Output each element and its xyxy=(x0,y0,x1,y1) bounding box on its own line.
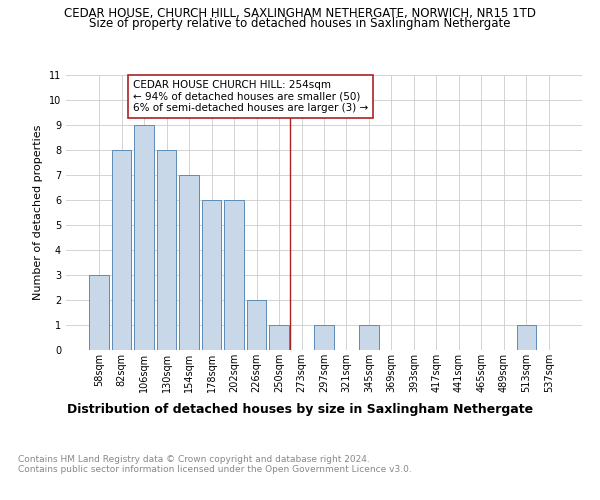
Bar xyxy=(517,325,536,350)
Bar xyxy=(179,175,199,350)
Text: Distribution of detached houses by size in Saxlingham Nethergate: Distribution of detached houses by size … xyxy=(67,402,533,415)
Bar xyxy=(314,325,334,350)
Bar xyxy=(202,200,221,350)
Bar xyxy=(269,325,289,350)
Bar xyxy=(224,200,244,350)
Bar xyxy=(134,125,154,350)
Text: Size of property relative to detached houses in Saxlingham Nethergate: Size of property relative to detached ho… xyxy=(89,18,511,30)
Bar xyxy=(359,325,379,350)
Bar xyxy=(157,150,176,350)
Y-axis label: Number of detached properties: Number of detached properties xyxy=(34,125,43,300)
Bar xyxy=(112,150,131,350)
Text: Contains HM Land Registry data © Crown copyright and database right 2024.
Contai: Contains HM Land Registry data © Crown c… xyxy=(18,455,412,474)
Text: CEDAR HOUSE CHURCH HILL: 254sqm
← 94% of detached houses are smaller (50)
6% of : CEDAR HOUSE CHURCH HILL: 254sqm ← 94% of… xyxy=(133,80,368,113)
Bar xyxy=(89,275,109,350)
Bar xyxy=(247,300,266,350)
Text: CEDAR HOUSE, CHURCH HILL, SAXLINGHAM NETHERGATE, NORWICH, NR15 1TD: CEDAR HOUSE, CHURCH HILL, SAXLINGHAM NET… xyxy=(64,8,536,20)
